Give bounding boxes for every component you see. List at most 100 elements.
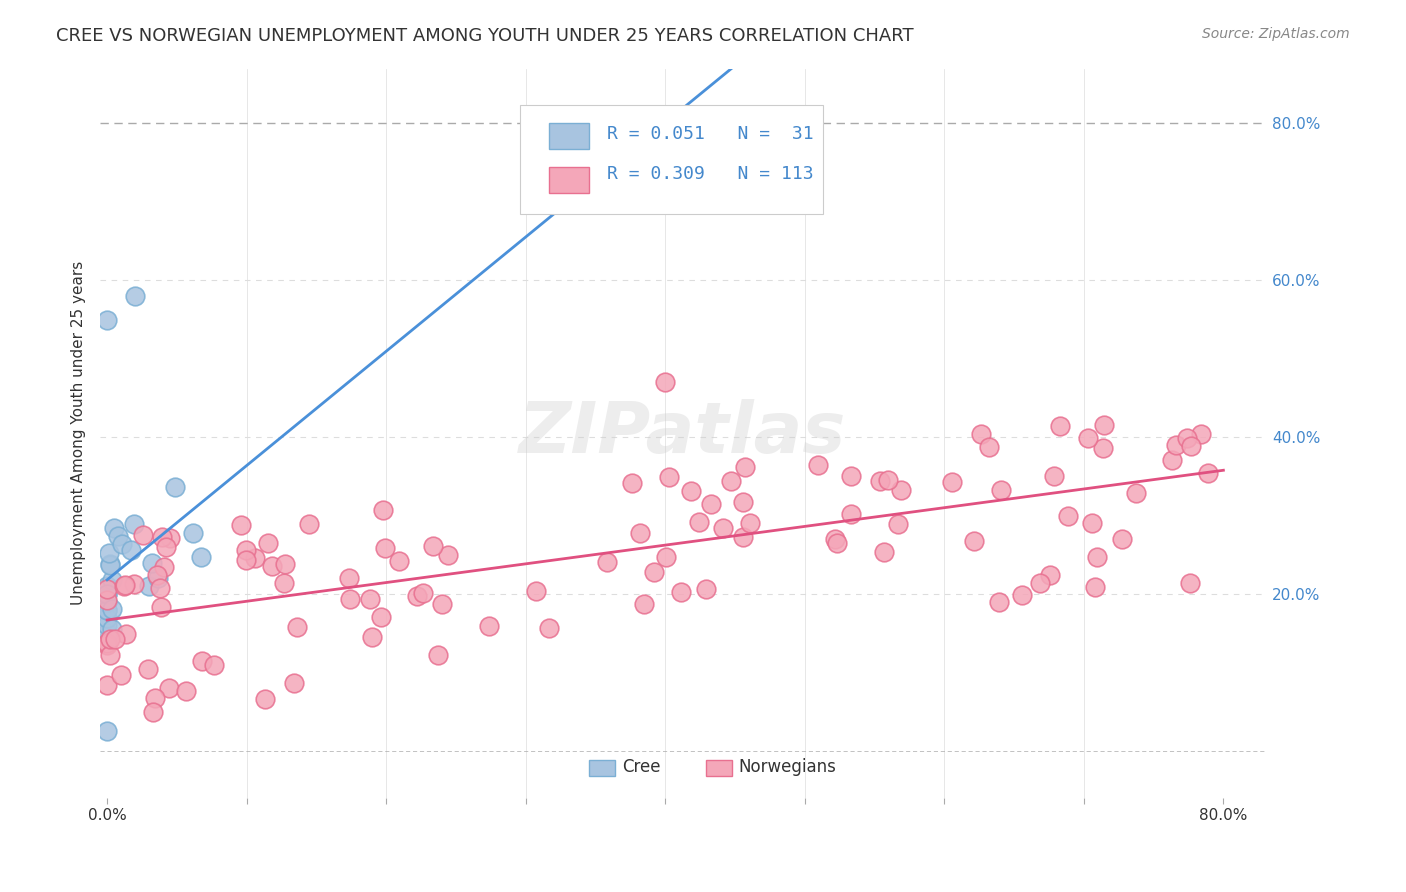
Cree [96, 587, 118, 601]
Norwegians [1028, 576, 1050, 591]
Norwegians [150, 530, 173, 544]
Text: R = 0.051   N =  31: R = 0.051 N = 31 [607, 125, 814, 144]
Norwegians [1049, 419, 1071, 434]
Norwegians [1161, 452, 1184, 467]
Norwegians [370, 609, 392, 624]
Norwegians [596, 555, 619, 569]
Norwegians [1092, 417, 1115, 432]
FancyBboxPatch shape [548, 167, 589, 193]
Norwegians [731, 495, 754, 509]
Norwegians [1164, 438, 1187, 452]
Text: CREE VS NORWEGIAN UNEMPLOYMENT AMONG YOUTH UNDER 25 YEARS CORRELATION CHART: CREE VS NORWEGIAN UNEMPLOYMENT AMONG YOU… [56, 27, 914, 45]
Norwegians [738, 516, 761, 530]
Norwegians [273, 575, 295, 590]
Norwegians [1111, 532, 1133, 546]
Norwegians [231, 517, 253, 532]
Cree [100, 622, 122, 636]
Norwegians [963, 534, 986, 549]
Norwegians [1125, 485, 1147, 500]
Cree [96, 634, 118, 648]
Cree [111, 537, 134, 551]
Norwegians [146, 568, 169, 582]
Cree [98, 557, 121, 571]
Text: Source: ZipAtlas.com: Source: ZipAtlas.com [1202, 27, 1350, 41]
Norwegians [273, 557, 295, 571]
Norwegians [422, 540, 444, 554]
Norwegians [478, 619, 501, 633]
Norwegians [406, 589, 429, 603]
Cree [96, 610, 118, 624]
Norwegians [256, 536, 278, 550]
Norwegians [412, 586, 434, 600]
Norwegians [1084, 580, 1107, 594]
Norwegians [658, 470, 681, 484]
Y-axis label: Unemployment Among Youth under 25 years: Unemployment Among Youth under 25 years [72, 261, 86, 606]
Norwegians [150, 599, 173, 614]
Norwegians [132, 528, 155, 542]
Norwegians [388, 553, 411, 567]
Norwegians [339, 591, 361, 606]
Norwegians [98, 632, 121, 647]
Norwegians [104, 632, 127, 646]
Cree [141, 556, 163, 570]
Norwegians [430, 598, 453, 612]
Norwegians [990, 483, 1012, 497]
Norwegians [202, 657, 225, 672]
Norwegians [157, 681, 180, 695]
FancyBboxPatch shape [706, 760, 731, 776]
Norwegians [1085, 550, 1108, 565]
Cree [124, 517, 146, 532]
Norwegians [1057, 509, 1080, 524]
Norwegians [1180, 439, 1202, 453]
Norwegians [654, 550, 676, 565]
Norwegians [886, 517, 908, 532]
Text: Norwegians: Norwegians [738, 758, 837, 776]
Norwegians [734, 460, 756, 475]
Norwegians [174, 683, 197, 698]
Norwegians [1197, 466, 1219, 480]
Text: R = 0.309   N = 113: R = 0.309 N = 113 [607, 165, 814, 183]
Norwegians [1077, 431, 1099, 445]
Norwegians [110, 668, 132, 682]
Norwegians [941, 475, 963, 490]
Norwegians [96, 593, 118, 607]
Norwegians [987, 595, 1010, 609]
Norwegians [114, 578, 136, 592]
FancyBboxPatch shape [589, 760, 614, 776]
Norwegians [711, 521, 734, 535]
Norwegians [700, 497, 723, 511]
Norwegians [807, 458, 830, 473]
Norwegians [538, 621, 561, 635]
Cree [101, 573, 124, 587]
Norwegians [148, 581, 170, 595]
Norwegians [298, 516, 321, 531]
Norwegians [1042, 468, 1064, 483]
Norwegians [235, 552, 257, 566]
Norwegians [731, 530, 754, 544]
Norwegians [371, 503, 394, 517]
Cree [190, 549, 212, 564]
Cree [96, 626, 118, 640]
Norwegians [688, 515, 710, 529]
Cree [96, 724, 118, 739]
Norwegians [1189, 427, 1212, 442]
Cree [107, 529, 129, 543]
Norwegians [115, 627, 138, 641]
Cree [165, 480, 187, 494]
Norwegians [153, 560, 176, 574]
Norwegians [337, 571, 360, 585]
Norwegians [96, 678, 118, 692]
Cree [138, 579, 160, 593]
Norwegians [1091, 441, 1114, 455]
Cree [120, 543, 142, 558]
Norwegians [96, 636, 118, 650]
Norwegians [824, 532, 846, 546]
Norwegians [253, 691, 276, 706]
Norwegians [679, 484, 702, 499]
Norwegians [827, 535, 849, 549]
Norwegians [285, 620, 308, 634]
Cree [96, 579, 118, 593]
Cree [98, 558, 121, 573]
Norwegians [643, 565, 665, 579]
Cree [96, 595, 118, 609]
